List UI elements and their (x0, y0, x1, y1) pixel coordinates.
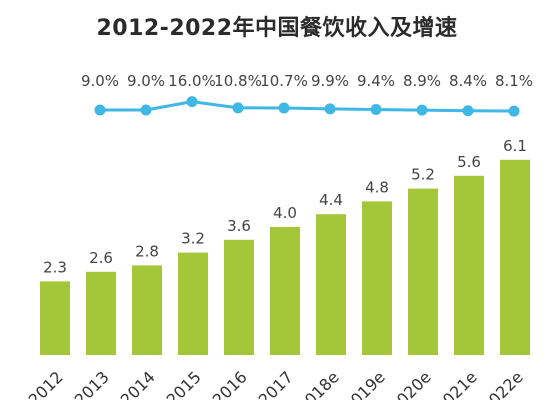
x-tick-label-2022e: 2022e (478, 367, 527, 400)
growth-rate-line (100, 100, 515, 113)
growth-rate-point-2 (140, 104, 152, 116)
bar-2022e (500, 159, 530, 355)
bar-2020e (408, 188, 438, 355)
bar-value-label-2015: 3.2 (181, 230, 205, 248)
bar-2014 (132, 265, 162, 355)
x-tick-label-2021e: 2021e (432, 367, 481, 400)
bar-value-label-2013: 2.6 (89, 249, 113, 267)
x-tick-label-2013: 2013 (71, 367, 113, 400)
x-tick-label-2015: 2015 (163, 367, 205, 400)
growth-rate-label-4: 10.8% (214, 72, 262, 90)
x-tick-label-2020e: 2020e (386, 367, 435, 400)
bar-2018e (316, 214, 346, 355)
growth-rate-line-group: 9.0% 9.0% 16.0%10.8%10.7% 9.9% 9.4% 8.9% 8.4% 8… (81, 72, 533, 117)
growth-rate-label-5: 10.7% (260, 72, 308, 90)
bar-2019e (362, 201, 392, 355)
growth-rate-point-7 (370, 104, 382, 116)
growth-rate-point-6 (324, 103, 336, 115)
bar-2013 (86, 271, 116, 355)
growth-rate-point-9 (462, 105, 474, 117)
bar-2012 (40, 281, 70, 355)
growth-rate-point-10 (508, 105, 520, 117)
growth-rate-point-3 (186, 96, 198, 108)
bar-value-label-2020e: 5.2 (411, 166, 435, 184)
growth-rate-label-3: 16.0% (168, 72, 216, 90)
x-tick-label-2012: 2012 (25, 367, 67, 400)
bar-2021e (454, 175, 484, 355)
bar-value-label-2014: 2.8 (135, 242, 159, 260)
x-tick-label-2019e: 2019e (340, 367, 389, 400)
bar-2016 (224, 239, 254, 355)
x-axis-ticks: 2012 2013 2014 2015 2016 20172018e2019e2020e2… (25, 367, 527, 400)
bar-value-label-2022e: 6.1 (503, 137, 527, 155)
bar-value-label-2012: 2.3 (43, 258, 67, 276)
growth-rate-label-6: 9.9% (311, 72, 349, 90)
bar-value-label-2016: 3.6 (227, 217, 251, 235)
bar-2017 (270, 227, 300, 355)
growth-rate-point-5 (278, 102, 290, 114)
bar-2015 (178, 252, 208, 355)
growth-rate-label-9: 8.4% (449, 72, 487, 90)
bar-value-label-2021e: 5.6 (457, 153, 481, 171)
bar-value-label-2019e: 4.8 (365, 178, 389, 196)
growth-rate-label-2: 9.0% (127, 72, 165, 90)
x-tick-label-2014: 2014 (117, 367, 159, 400)
bar-value-label-2018e: 4.4 (319, 191, 343, 209)
bars-group: 2.3 2.6 2.8 3.2 3.6 4.0 4.4 4.8 5.2 5.6 6.1 (40, 137, 530, 355)
bar-value-label-2017: 4.0 (273, 204, 297, 222)
growth-rate-label-7: 9.4% (357, 72, 395, 90)
growth-rate-label-1: 9.0% (81, 72, 119, 90)
x-tick-label-2018e: 2018e (294, 367, 343, 400)
growth-rate-point-1 (94, 104, 106, 116)
chart-title: 2012-2022年中国餐饮收入及增速 (96, 16, 458, 41)
x-tick-label-2017: 2017 (255, 367, 297, 400)
growth-rate-point-4 (232, 102, 244, 114)
growth-rate-label-10: 8.1% (495, 72, 533, 90)
growth-rate-point-8 (416, 104, 428, 116)
x-tick-label-2016: 2016 (209, 367, 251, 400)
growth-rate-label-8: 8.9% (403, 72, 441, 90)
